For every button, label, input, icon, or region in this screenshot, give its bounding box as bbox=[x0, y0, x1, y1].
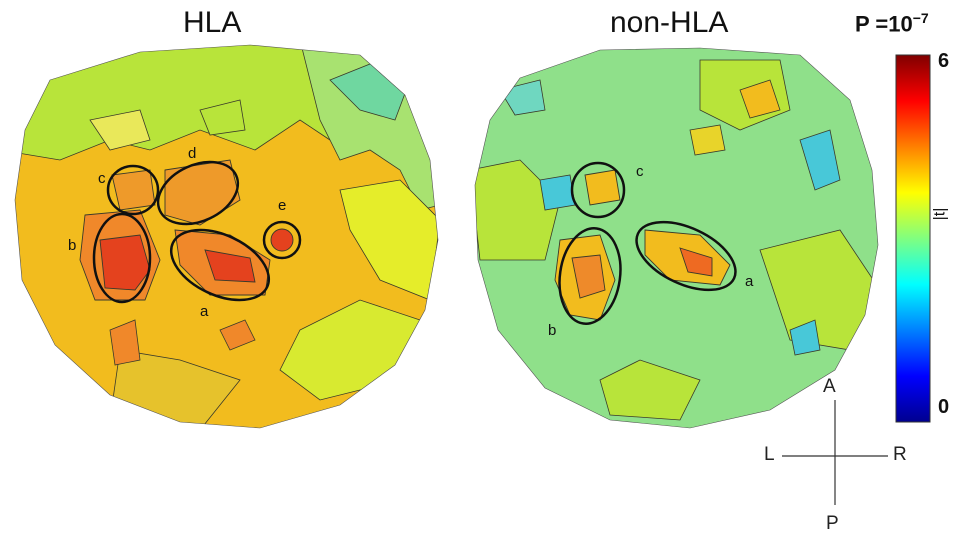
non-hla-roi-c bbox=[570, 161, 626, 219]
non-hla-region-a-inner bbox=[679, 247, 713, 277]
hla-roi-a bbox=[169, 228, 271, 302]
non-hla-cyan-2 bbox=[799, 129, 841, 191]
hla-label-a: a bbox=[200, 303, 209, 320]
hla-label-d: d bbox=[188, 145, 196, 162]
p-value-label: P =10−7 bbox=[855, 10, 929, 37]
non-hla-hotspot-mid bbox=[689, 124, 726, 156]
posterior-label: P bbox=[826, 513, 839, 534]
hla-small-patch bbox=[89, 109, 151, 151]
non-hla-yellowgreen-left bbox=[475, 159, 561, 261]
hla-small-hotspot bbox=[109, 319, 141, 366]
anterior-label: A bbox=[823, 376, 836, 397]
non-hla-label-c: c bbox=[636, 163, 644, 180]
hla-roi-d bbox=[156, 160, 240, 226]
non-hla-hotspot-top bbox=[739, 79, 781, 119]
hla-small-patch-2 bbox=[199, 99, 246, 136]
non-hla-yellowgreen-bottom bbox=[599, 359, 701, 421]
hla-region-a-inner bbox=[204, 249, 256, 283]
hla-map-outline bbox=[14, 44, 439, 429]
hla-small-hotspot-2 bbox=[219, 319, 256, 351]
hla-topomap bbox=[15, 45, 438, 428]
non-hla-region-c bbox=[584, 169, 621, 206]
non-hla-label-a: a bbox=[745, 273, 754, 290]
colorbar-min-label: 0 bbox=[938, 396, 950, 418]
non-hla-map-title: non-HLA bbox=[610, 6, 729, 39]
hla-roi-b bbox=[92, 212, 152, 304]
colorbar-max-label: 6 bbox=[938, 50, 950, 72]
hla-roi-e bbox=[262, 220, 302, 260]
non-hla-region-b-inner bbox=[571, 254, 606, 299]
hla-roi-c bbox=[106, 164, 160, 216]
hla-map-title: HLA bbox=[183, 6, 242, 39]
hla-region-c bbox=[111, 169, 156, 211]
left-label: L bbox=[764, 444, 775, 465]
non-hla-map-outline bbox=[474, 47, 879, 429]
non-hla-topomap bbox=[475, 48, 878, 428]
hla-region-b-inner bbox=[99, 234, 151, 291]
right-label: R bbox=[893, 444, 907, 465]
hla-region-e-core bbox=[270, 228, 294, 252]
non-hla-roi-a bbox=[635, 220, 737, 292]
non-hla-cyan-4 bbox=[789, 319, 821, 356]
hla-label-b: b bbox=[68, 237, 76, 254]
non-hla-cyan-3 bbox=[539, 174, 576, 211]
non-hla-roi-b bbox=[558, 227, 622, 325]
hla-label-e: e bbox=[278, 197, 286, 214]
colorbar bbox=[895, 54, 931, 423]
non-hla-label-b: b bbox=[548, 322, 556, 339]
hla-label-c: c bbox=[98, 170, 106, 187]
